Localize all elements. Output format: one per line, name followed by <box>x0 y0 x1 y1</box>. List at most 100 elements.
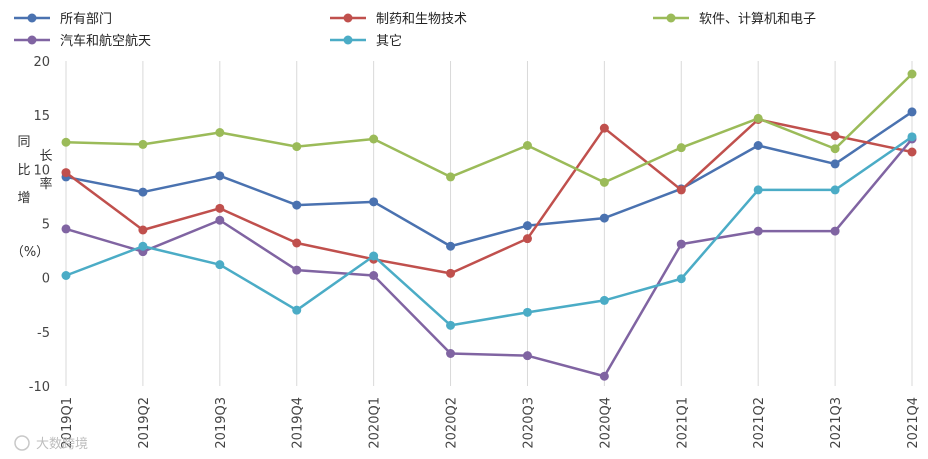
data-point <box>446 320 456 330</box>
data-point <box>599 295 609 305</box>
legend-marker <box>666 13 676 23</box>
data-point <box>599 371 609 381</box>
x-tick-label-2019Q3: 2019Q3 <box>214 397 229 449</box>
data-point <box>753 226 763 236</box>
data-point <box>446 172 456 182</box>
x-tick-label-2019Q2: 2019Q2 <box>137 397 152 449</box>
x-tick-label-2021Q1: 2021Q1 <box>675 397 690 449</box>
watermark-logo-icon <box>14 435 30 451</box>
y-axis-label-unit: （%） <box>11 245 49 260</box>
series-line <box>65 118 913 275</box>
data-point <box>522 221 532 231</box>
data-point <box>907 147 917 157</box>
data-point <box>676 185 686 195</box>
data-point <box>369 251 379 261</box>
data-point <box>61 137 71 147</box>
data-point <box>599 213 609 223</box>
series-4 <box>61 134 917 381</box>
data-point <box>522 234 532 244</box>
legend-marker <box>343 13 353 23</box>
x-tick-label-2020Q3: 2020Q3 <box>521 397 536 449</box>
x-tick-label-2021Q3: 2021Q3 <box>829 397 844 449</box>
data-point <box>215 128 225 137</box>
data-point <box>830 144 840 154</box>
legend-label: 所有部门 <box>60 12 112 27</box>
x-tick-label-2021Q4: 2021Q4 <box>906 397 921 449</box>
data-point <box>753 185 763 195</box>
series-1 <box>61 107 917 251</box>
data-point <box>292 200 302 210</box>
x-tick-label-2019Q4: 2019Q4 <box>291 397 306 449</box>
x-tick-label-2020Q2: 2020Q2 <box>445 397 460 449</box>
data-point <box>599 177 609 187</box>
series-5 <box>61 132 917 330</box>
grid-lines <box>65 61 913 386</box>
data-point <box>446 349 456 358</box>
data-point <box>61 224 71 234</box>
data-point <box>753 141 763 150</box>
legend-label: 其它 <box>376 33 402 49</box>
data-point <box>292 142 302 152</box>
data-point <box>138 241 148 251</box>
legend-marker <box>27 13 37 23</box>
x-axis-ticks: 2019Q1 2019Q2 2019Q3 2019Q4 2020Q1 2020Q2 2020… <box>60 397 921 449</box>
legend-item-3: 软件、计算机和电子 <box>653 12 816 27</box>
data-point <box>830 159 840 169</box>
data-point <box>830 185 840 195</box>
legend-item-5: 其它 <box>330 33 402 49</box>
data-point <box>446 268 456 278</box>
data-point <box>292 238 302 248</box>
y-tick-label: 5 <box>42 218 50 233</box>
data-point <box>907 69 917 79</box>
data-point <box>215 171 225 181</box>
y-axis-ticks: -10 -5 0 5 10 15 20 <box>29 55 50 395</box>
y-tick-label: 0 <box>42 272 50 287</box>
legend-item-1: 所有部门 <box>14 12 112 27</box>
data-point <box>215 260 225 270</box>
data-point <box>830 131 840 141</box>
series-line <box>65 135 913 327</box>
series-3 <box>61 69 917 187</box>
data-point <box>522 307 532 317</box>
legend-label: 汽车和航空航天 <box>60 33 151 49</box>
data-point <box>138 225 148 235</box>
y-axis-label-char: 长 <box>39 149 52 164</box>
y-tick-label: -5 <box>37 326 50 341</box>
y-axis-label: 同比增 长率 （%） <box>11 135 53 260</box>
x-tick-label-2019Q1: 2019Q1 <box>60 397 75 449</box>
series-lines <box>61 69 917 381</box>
series-2 <box>61 115 917 278</box>
data-point <box>446 241 456 251</box>
legend-item-2: 制药和生物技术 <box>330 12 467 27</box>
data-point <box>907 132 917 142</box>
data-point <box>753 113 763 123</box>
data-point <box>676 274 686 284</box>
data-point <box>907 107 917 117</box>
data-point <box>292 265 302 275</box>
data-point <box>676 143 686 153</box>
data-point <box>215 215 225 225</box>
legend-marker <box>343 35 353 45</box>
data-point <box>369 197 379 207</box>
data-point <box>215 203 225 213</box>
watermark: 大数跨境 <box>14 435 88 452</box>
series-line <box>65 73 913 184</box>
data-point <box>138 139 148 149</box>
watermark-text: 大数跨境 <box>36 437 88 452</box>
y-tick-label: -10 <box>29 380 50 395</box>
legend-marker <box>27 35 37 45</box>
y-axis-label-char: 增 <box>17 191 30 206</box>
data-point <box>522 351 532 361</box>
data-point <box>599 123 609 133</box>
legend-item-4: 汽车和航空航天 <box>14 33 151 49</box>
data-point <box>138 187 148 197</box>
y-axis-label-char: 率 <box>39 176 52 192</box>
data-point <box>522 141 532 150</box>
series-line <box>65 110 913 248</box>
legend-label: 制药和生物技术 <box>376 12 467 27</box>
series-line <box>65 138 913 378</box>
x-tick-label-2021Q2: 2021Q2 <box>752 397 767 449</box>
data-point <box>61 168 71 178</box>
